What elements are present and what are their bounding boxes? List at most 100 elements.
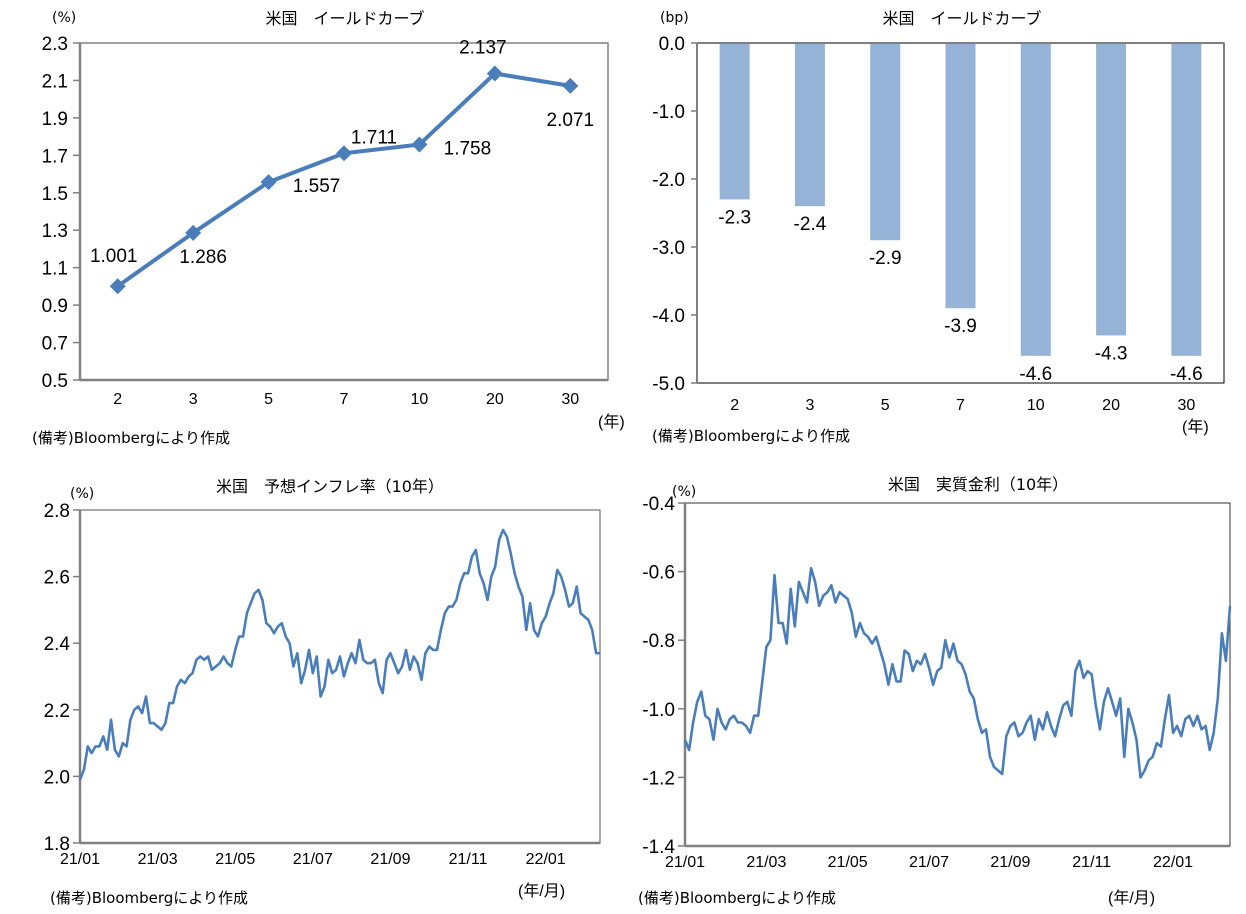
data-label: -2.4 [794,214,827,235]
x-tick-label: 22/01 [526,851,566,868]
bar [870,44,901,241]
data-label: -3.9 [944,316,977,337]
data-label: -2.9 [869,248,902,269]
x-tick-label: 21/03 [138,851,178,868]
chart-yield-change-bar: 米国 イールドカーブ (bp) (年) (備考)Bloombergにより作成 0… [652,9,1225,445]
y-tick-label: 2.4 [44,634,71,655]
y-tick-label: -2.0 [652,170,685,191]
y-tick-label: 2.6 [44,568,70,589]
bar [794,44,825,207]
y-tick-label: -0.8 [642,631,675,652]
chart-title: 米国 実質金利（10年） [888,475,1068,494]
bar [945,44,976,309]
x-tick-label: 7 [956,397,965,414]
y-tick-label: -1.0 [642,700,675,721]
y-tick-label: -0.4 [642,494,675,515]
x-tick-label: 21/11 [449,851,488,868]
y-tick-label: -4.0 [652,306,685,327]
data-label: -2.3 [718,207,751,228]
y-tick-label: 2.8 [44,501,70,522]
x-tick-label: 20 [1102,397,1120,414]
x-tick-label: 7 [340,391,349,408]
data-label: 1.711 [351,127,397,148]
data-label: -4.6 [1170,364,1203,385]
y-tick-label: -1.4 [642,837,675,858]
y-unit-label: (bp) [660,10,689,26]
x-tick-label: 3 [805,397,814,414]
data-label: 2.137 [459,38,507,59]
y-tick-label: 0.5 [42,371,68,392]
y-tick-label: -5.0 [652,374,685,395]
x-tick-label: 2 [730,397,739,414]
chart-title: 米国 予想インフレ率（10年） [216,477,444,496]
y-tick-label: 0.7 [42,334,68,355]
source-note: (備考)Bloombergにより作成 [32,429,230,447]
source-note: (備考)Bloombergにより作成 [638,889,836,907]
source-note: (備考)Bloombergにより作成 [50,889,248,907]
x-unit-label: (年) [1182,418,1209,436]
data-point-marker [260,174,277,191]
bar [1171,44,1202,356]
data-point-marker [336,145,352,162]
y-tick-label: 1.8 [44,834,70,855]
x-unit-label: (年/月) [518,882,565,900]
y-tick-label: 1.9 [42,109,68,130]
chart-inflation-expectation: 米国 予想インフレ率（10年） (%) (年/月) (備考)Bloombergに… [44,477,601,907]
y-tick-label: 2.1 [42,71,68,92]
x-tick-label: 21/05 [828,854,868,871]
y-tick-label: 2.3 [42,34,68,55]
source-note: (備考)Bloombergにより作成 [652,427,850,445]
data-label: 1.286 [179,247,227,268]
chart-title: 米国 イールドカーブ [265,9,424,28]
data-label: -4.3 [1095,343,1128,364]
y-tick-label: -0.6 [642,563,675,584]
plot-area [79,509,601,844]
y-tick-label: 2.0 [44,767,70,788]
x-tick-label: 21/09 [370,851,410,868]
y-tick-label: -1.2 [642,768,675,789]
bar [719,44,750,200]
y-tick-label: -1.0 [652,102,685,123]
data-label: 2.071 [547,110,595,131]
x-tick-label: 21/01 [665,854,705,871]
plot-area [684,502,1231,847]
y-tick-label: -3.0 [652,238,685,259]
data-label: 1.758 [444,138,492,159]
x-unit-label: (年/月) [1108,889,1155,907]
y-tick-label: 1.5 [42,184,68,205]
x-tick-label: 20 [486,391,504,408]
y-tick-label: 1.7 [42,146,68,167]
chart-real-rate: 米国 実質金利（10年） (%) (年/月) (備考)Bloombergにより作… [638,475,1232,907]
y-tick-label: 2.2 [44,701,70,722]
series-line [683,566,1232,779]
chart-yield-curve-line: 米国 イールドカーブ (%) (年) (備考)Bloombergにより作成 0.… [32,9,625,447]
x-tick-label: 21/03 [746,854,786,871]
plot-area [79,42,609,381]
y-tick-label: 1.1 [42,259,68,280]
data-label: 1.001 [90,246,138,267]
x-tick-label: 22/01 [1153,854,1193,871]
data-label: 1.557 [293,176,341,197]
x-unit-label: (年) [598,413,625,431]
x-tick-label: 21/07 [909,854,949,871]
x-tick-label: 2 [113,391,122,408]
y-tick-label: 0.9 [42,296,68,317]
x-tick-label: 21/11 [1072,854,1111,871]
x-tick-label: 21/01 [60,851,100,868]
y-unit-label: (%) [672,484,696,500]
x-tick-label: 10 [411,391,429,408]
chart-title: 米国 イールドカーブ [882,9,1041,28]
x-tick-label: 21/07 [293,851,333,868]
x-tick-label: 5 [264,391,273,408]
y-tick-label: 0.0 [659,34,685,55]
x-tick-label: 10 [1027,397,1045,414]
data-point-marker [109,278,126,295]
bar [1020,44,1051,356]
x-tick-label: 5 [881,397,890,414]
series-line [78,528,600,781]
data-point-marker [486,65,503,82]
y-unit-label: (%) [70,486,94,502]
x-tick-label: 21/09 [990,854,1030,871]
x-tick-label: 30 [1177,397,1195,414]
